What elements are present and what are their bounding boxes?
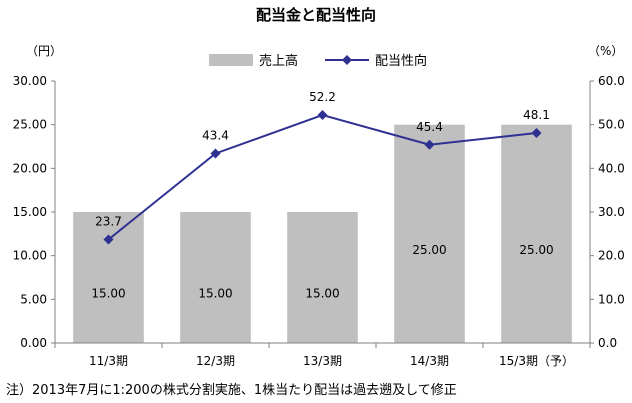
right-axis-tick-label: 60.0: [598, 74, 625, 88]
legend-bar-swatch: [209, 53, 253, 66]
legend-line-swatch: [325, 54, 369, 65]
x-axis-tick-label: 15/3期（予）: [499, 354, 574, 368]
right-axis-tick-label: 0.0: [598, 336, 617, 350]
right-axis-tick-label: 30.0: [598, 205, 625, 219]
x-axis-tick-label: 11/3期: [89, 354, 128, 368]
bar: [73, 212, 144, 343]
x-axis-tick-label: 12/3期: [196, 354, 235, 368]
line-marker: [210, 148, 221, 159]
right-axis-tick-label: 10.0: [598, 292, 625, 306]
line-value-label: 23.7: [95, 215, 122, 229]
chart-title: 配当金と配当性向: [255, 6, 376, 24]
x-axis-tick-label: 14/3期: [410, 354, 449, 368]
line-value-label: 45.4: [416, 120, 443, 134]
left-axis-tick-label: 5.00: [20, 292, 47, 306]
bar-value-label: 15.00: [198, 287, 232, 301]
x-axis-tick-label: 13/3期: [303, 354, 342, 368]
line-value-label: 43.4: [202, 128, 229, 142]
bar: [180, 212, 251, 343]
line-marker: [531, 127, 542, 138]
left-axis-tick-label: 30.00: [13, 74, 47, 88]
bar-value-label: 15.00: [305, 287, 339, 301]
bar-value-label: 15.00: [91, 287, 125, 301]
legend-line-label: 配当性向: [375, 54, 428, 69]
bar-value-label: 25.00: [412, 243, 446, 257]
line-marker: [317, 110, 328, 121]
left-axis-tick-label: 10.00: [13, 249, 47, 263]
legend-bar: 売上高: [209, 50, 298, 69]
right-axis-unit: （%）: [588, 44, 624, 58]
legend-line: 配当性向: [325, 50, 427, 69]
footnote: 注）2013年7月に1:200の株式分割実施、1株当たり配当は過去遡及して修正: [6, 383, 457, 398]
left-axis-tick-label: 0.00: [20, 336, 47, 350]
right-axis-tick-label: 50.0: [598, 118, 625, 132]
bar: [501, 124, 572, 344]
bar: [394, 124, 465, 344]
bar: [287, 212, 358, 343]
left-axis-tick-label: 15.00: [13, 205, 47, 219]
left-axis-tick-label: 25.00: [13, 118, 47, 132]
left-axis-tick-label: 20.00: [13, 161, 47, 175]
line-value-label: 48.1: [523, 108, 550, 122]
legend-bar-label: 売上高: [259, 54, 299, 69]
right-axis-tick-label: 20.0: [598, 249, 625, 263]
line-value-label: 52.2: [309, 90, 336, 104]
left-axis-unit: （円）: [26, 44, 63, 58]
line-marker: [103, 234, 114, 245]
line-marker: [424, 139, 435, 150]
right-axis-tick-label: 40.0: [598, 161, 625, 175]
bar-value-label: 25.00: [519, 243, 553, 257]
